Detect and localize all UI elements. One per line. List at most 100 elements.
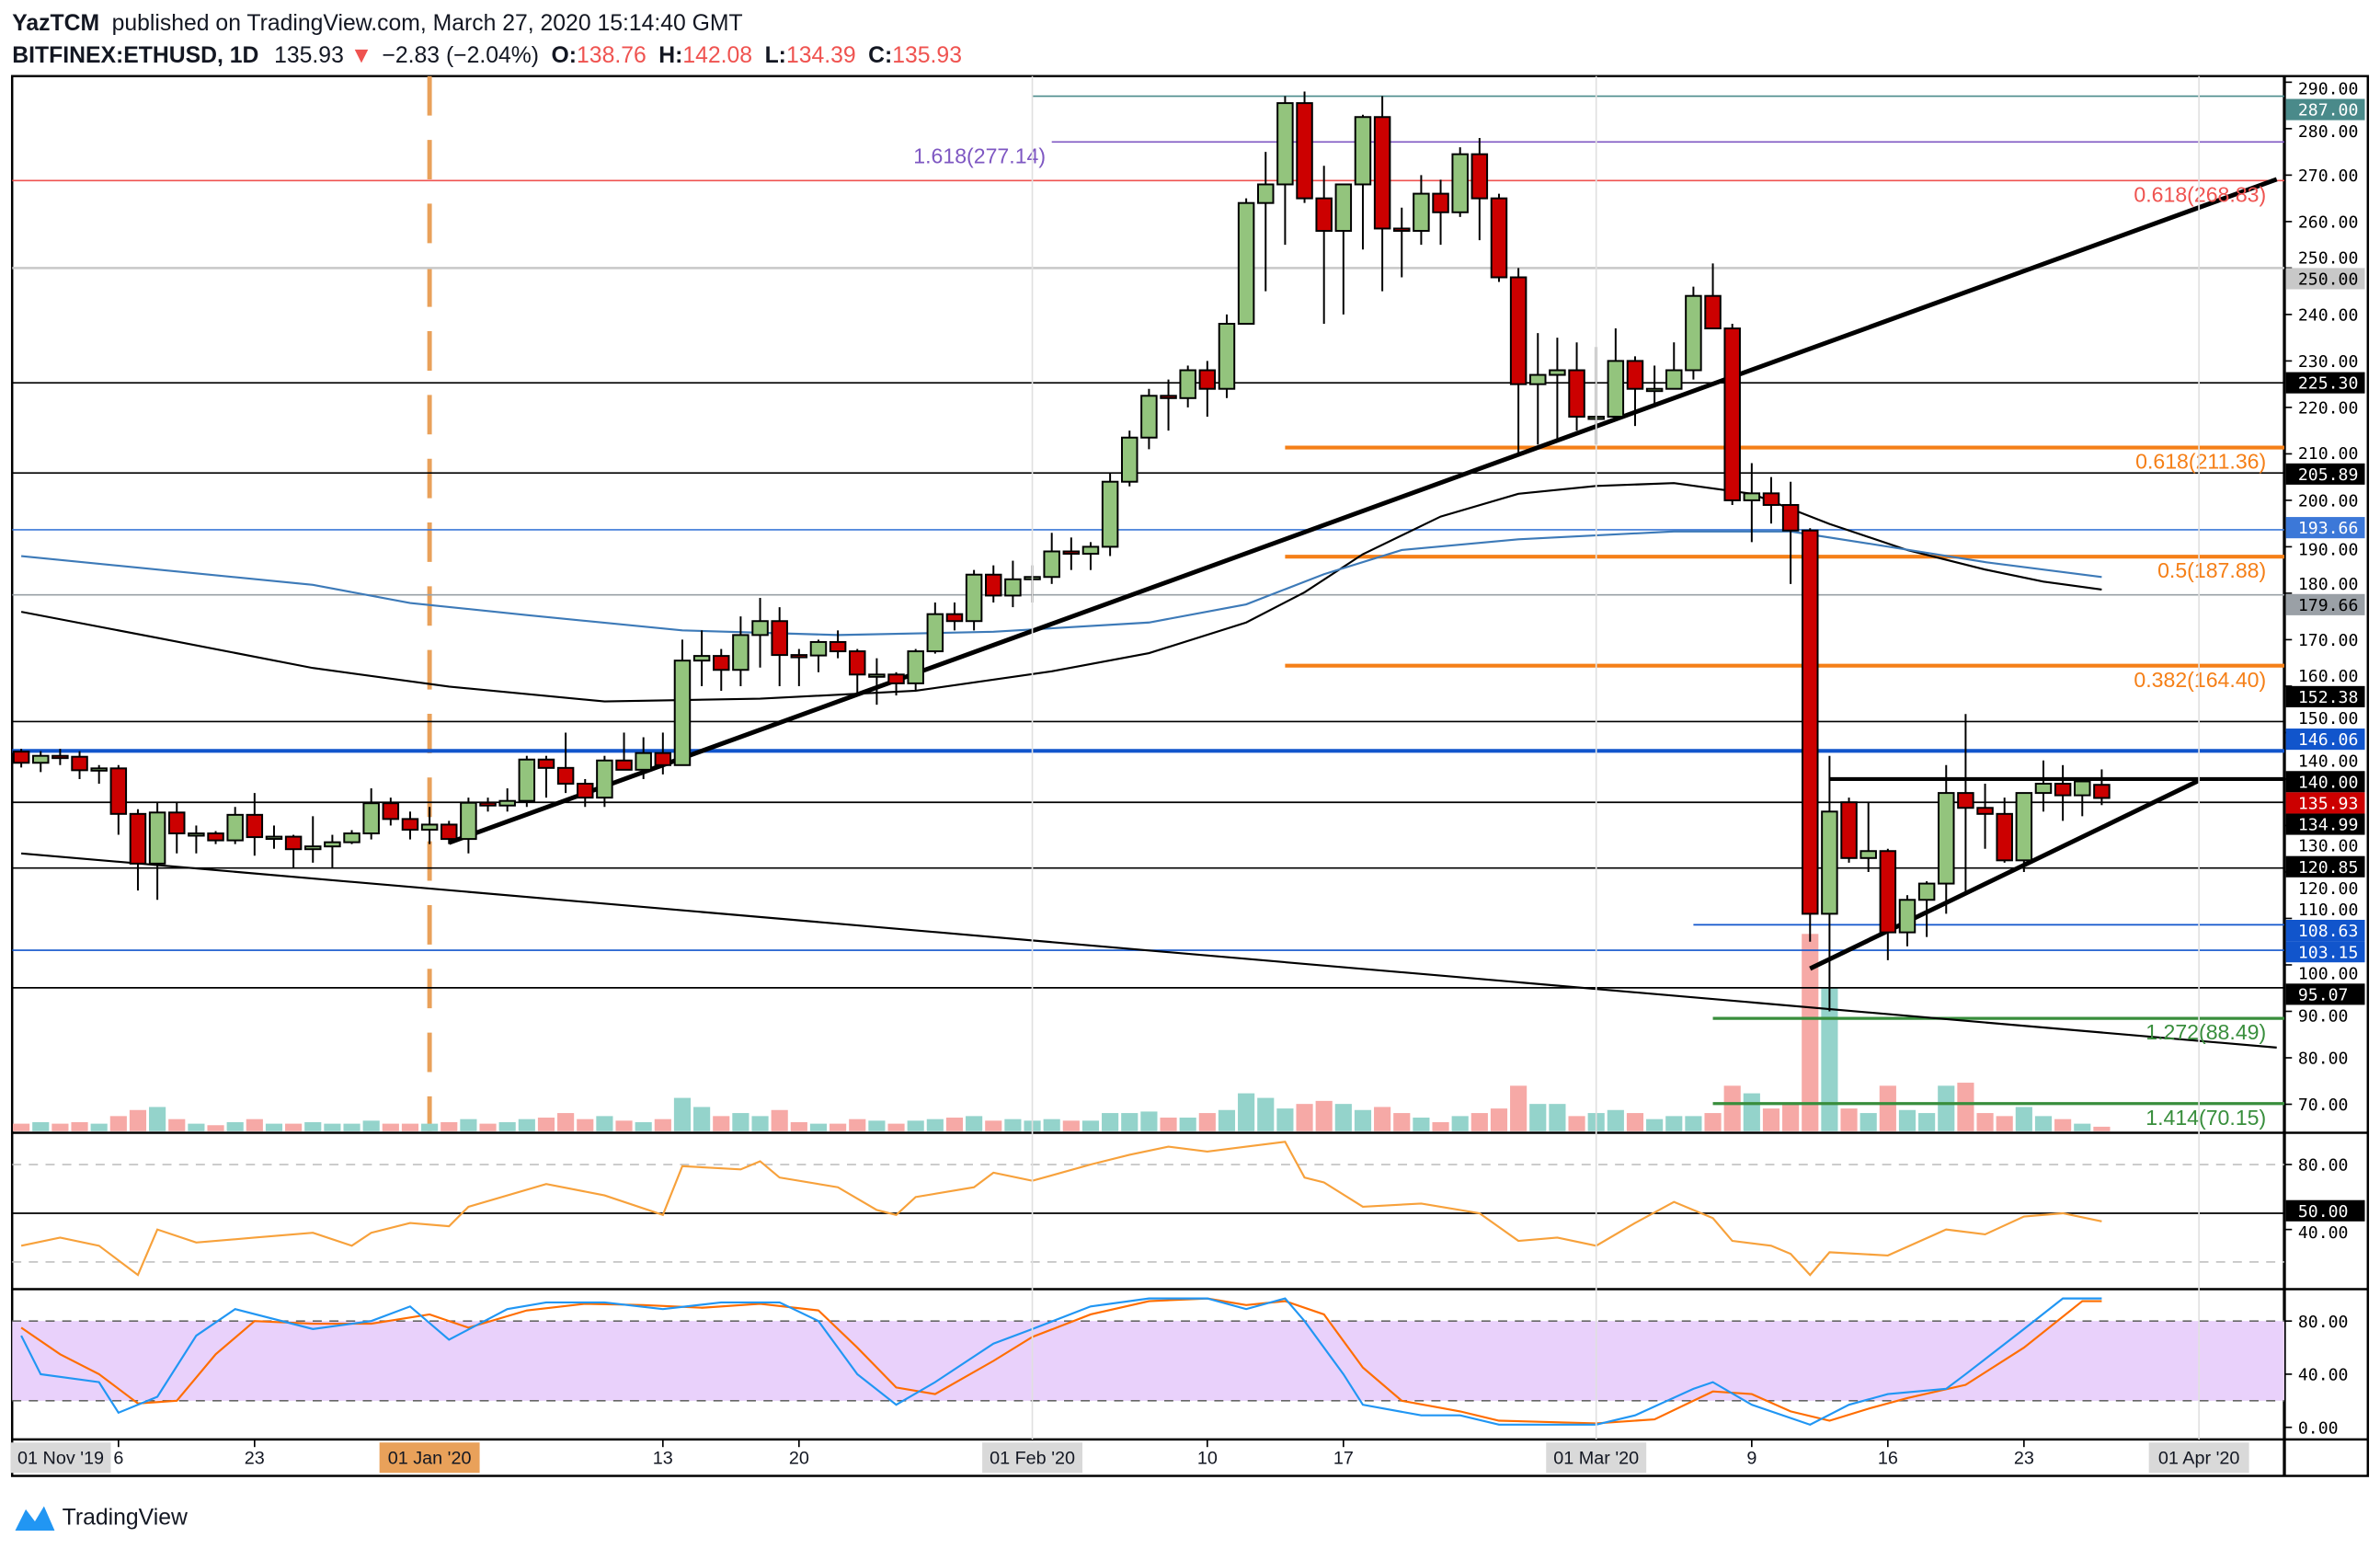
price-tick-label: 170.00 (2298, 631, 2359, 650)
candle-body-up (32, 754, 50, 764)
candle (1101, 472, 1119, 556)
candle (2015, 792, 2033, 872)
volume-bar (498, 1121, 516, 1131)
volume-bar (868, 1120, 886, 1131)
logo-text: TradingView (63, 1505, 188, 1530)
candle (1315, 166, 1333, 324)
price-tick-label: 240.00 (2298, 305, 2359, 325)
volume-bar (557, 1113, 575, 1131)
candle (498, 788, 516, 812)
candle (71, 751, 88, 779)
candle-body-down (771, 620, 788, 657)
price-tick-label: 130.00 (2298, 837, 2359, 856)
price-level-badge (2285, 813, 2365, 835)
volume-bar (1529, 1104, 1547, 1131)
candle (1645, 365, 1664, 407)
candle (188, 825, 205, 854)
price-level-badge-label: 179.66 (2298, 596, 2359, 615)
price-tick-label: 160.00 (2298, 667, 2359, 686)
stoch-k-line (20, 1297, 2102, 1426)
price-level-badge-label: 135.93 (2298, 795, 2359, 814)
date-label-box (2148, 1442, 2249, 1474)
volume-bar (1918, 1113, 1936, 1131)
price-pane[interactable]: 1.618(277.14) 0.618(268.83) 0.618(211.36) 0… (12, 75, 2285, 1131)
candle-body-up (1121, 436, 1139, 483)
volume-bar (285, 1123, 303, 1131)
fib-level-label: 1.272(88.49) (2145, 1020, 2266, 1044)
candle-body-up (1218, 323, 1236, 390)
volume-bar (1723, 1085, 1741, 1131)
candle (907, 648, 924, 691)
candle-body-down (1393, 227, 1411, 232)
price-level-badge-label: 134.99 (2298, 816, 2359, 835)
volume-bar (1451, 1116, 1469, 1131)
volume-bar (1238, 1093, 1255, 1131)
price-level-badge (2285, 855, 2365, 878)
date-label: 01 Feb '20 (990, 1448, 1075, 1468)
rsi-pane[interactable] (12, 1141, 2285, 1277)
candle-body-down (479, 801, 497, 807)
candle-body-up (1043, 550, 1060, 579)
price-axis[interactable]: 290.00 287.00 280.00 270.00 260.00 250.00250.… (2284, 80, 2365, 1439)
last-price: 135.93 (274, 43, 344, 68)
tradingview-logo[interactable]: TradingView (15, 1505, 188, 1531)
volume-bar (265, 1123, 283, 1131)
time-axis[interactable]: 01 Nov '19 6 23 01 Jan '20 13 20 01 Feb '20 10 1… (10, 1439, 2249, 1474)
candle (1898, 895, 1917, 947)
candle-body-down (109, 767, 128, 815)
price-level-badge (2285, 920, 2365, 942)
candle-body-up (751, 620, 769, 637)
price-level-badge-label: 140.00 (2298, 773, 2359, 792)
candle (945, 602, 964, 631)
candle (1665, 342, 1683, 390)
fib-level-label: 1.414(70.15) (2145, 1106, 2266, 1130)
candle (868, 658, 886, 706)
candle (1509, 268, 1528, 454)
volume-bar (1685, 1116, 1702, 1131)
candle-body-down (2093, 784, 2111, 799)
candle (207, 831, 224, 844)
candle-body-down (1490, 197, 1508, 279)
publish-info: YazTCM published on TradingView.com, Mar… (12, 11, 742, 36)
fib-level-label: 0.618(268.83) (2134, 182, 2266, 206)
price-level-badge (2285, 98, 2365, 120)
candle (1821, 755, 1838, 1012)
volume-bar (71, 1121, 88, 1131)
candle-body-down (537, 758, 555, 769)
volume-bar (1762, 1108, 1780, 1131)
candle (1957, 714, 1974, 896)
stoch-rsi-pane[interactable] (12, 1297, 2285, 1426)
rsi-tick-label: 40.00 (2298, 1223, 2349, 1243)
candle-body-down (1198, 369, 1217, 390)
candle (420, 807, 439, 844)
stoch-tick-label: 0.00 (2298, 1418, 2339, 1438)
price-level-badge (2285, 463, 2365, 485)
candle-body-up (1451, 153, 1469, 213)
volume-bar (1549, 1104, 1566, 1131)
volume-bar (1665, 1116, 1683, 1131)
candle (1160, 379, 1177, 431)
author[interactable]: YazTCM (12, 11, 99, 36)
volume-bar (343, 1123, 360, 1131)
candle-body-up (90, 767, 108, 772)
rsi-level-badge (2285, 1199, 2365, 1222)
date-label: 20 (789, 1448, 809, 1468)
candle-body-down (12, 751, 30, 764)
candle (1198, 361, 1217, 418)
volume-bar (13, 1123, 30, 1131)
price-tick-label: 140.00 (2298, 752, 2359, 771)
candle-body-down (1470, 153, 1489, 200)
candle-body-down (1976, 807, 1994, 815)
volume-bar (1218, 1109, 1236, 1131)
volume-bar (1121, 1113, 1139, 1131)
volume-bar (1626, 1113, 1644, 1131)
volume-bar (109, 1116, 127, 1131)
candle (1879, 848, 1897, 960)
candle-body-up (692, 655, 711, 662)
candle-body-down (1509, 276, 1528, 385)
candle (849, 648, 866, 696)
candle (985, 565, 1002, 603)
price-level-badge-label: 193.66 (2298, 519, 2359, 538)
candle-body-up (1101, 480, 1119, 548)
